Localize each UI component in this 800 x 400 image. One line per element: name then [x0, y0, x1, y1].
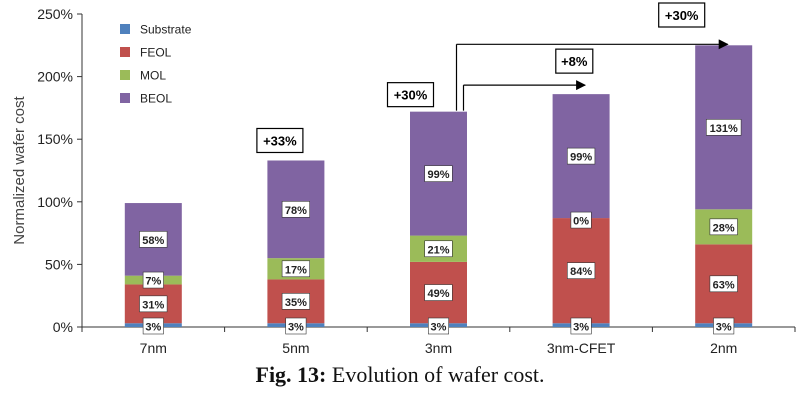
data-label-box [142, 317, 164, 335]
data-label-box [570, 211, 592, 229]
data-label: 58% [142, 235, 164, 247]
data-label: 99% [427, 169, 449, 181]
legend-swatch-feol [120, 47, 130, 57]
annotation-label: +8% [561, 54, 588, 69]
data-label-box [566, 262, 596, 279]
data-label: 31% [142, 299, 164, 311]
annotation-label: +33% [263, 133, 297, 148]
caption-prefix: Fig. 13: [255, 362, 327, 387]
legend-label: Substrate [140, 23, 192, 37]
annotation-box [386, 82, 435, 108]
y-axis-label: Normalized wafer cost [11, 95, 28, 244]
data-label-box [139, 231, 168, 248]
bars: 3% 31% 7% 58% 3% 35% 17% 78% 3% 49% 21% 99% 3% 84% 0% 9… [124, 45, 753, 335]
data-label-box [281, 260, 311, 278]
data-label: 3% [573, 322, 589, 334]
annotation-box [256, 127, 304, 154]
data-label-box [713, 317, 735, 335]
data-label: 3% [431, 322, 447, 334]
legend-label: MOL [140, 69, 166, 83]
data-label: 3% [288, 322, 304, 334]
data-label: 35% [285, 297, 307, 309]
data-label: 28% [713, 222, 735, 234]
data-label-box [281, 293, 311, 310]
y-tick-label: 250% [37, 6, 73, 22]
axes: 0% 50% 100% 150% 200% 250% 7nm 5nm 3nm 3nm-CFET 2n… [11, 6, 796, 356]
data-label: 99% [570, 152, 592, 164]
x-tick-label: 3nm-CFET [547, 340, 616, 356]
y-tick-label: 100% [37, 194, 73, 210]
annotation-label: +30% [394, 88, 428, 103]
data-label: 84% [570, 266, 592, 278]
data-label-box [424, 284, 453, 301]
legend: Substrate FEOL MOL BEOL [120, 23, 192, 106]
data-label-box [427, 317, 449, 335]
data-label: 78% [285, 205, 307, 217]
data-label-box [424, 165, 453, 182]
y-tick-label: 0% [53, 319, 73, 335]
data-label: 63% [713, 279, 735, 291]
data-label-box [709, 275, 738, 293]
caption-text: Evolution of wafer cost. [326, 362, 545, 387]
legend-swatch-mol [120, 70, 130, 80]
annotation-label: +30% [665, 8, 699, 23]
data-label-box [709, 218, 738, 236]
data-label-box [705, 119, 742, 136]
data-label: 131% [710, 123, 738, 135]
x-tick-label: 7nm [140, 340, 167, 356]
y-tick-label: 150% [37, 131, 73, 147]
legend-swatch-beol [120, 93, 130, 103]
data-label: 17% [285, 264, 307, 276]
data-label-box [566, 147, 596, 165]
x-tick-label: 5nm [282, 340, 309, 356]
data-label-box [424, 240, 453, 258]
data-label-box [285, 317, 307, 335]
annotation-box [658, 2, 706, 28]
data-label-box [570, 317, 592, 335]
legend-label: FEOL [140, 46, 172, 60]
data-label: 3% [716, 322, 732, 334]
data-label-box [142, 271, 164, 289]
annotations: +33% +30% +8% +30% [256, 2, 729, 154]
legend-label: BEOL [140, 92, 172, 106]
chart: 0% 50% 100% 150% 200% 250% 7nm 5nm 3nm 3nm-CFET 2n… [11, 2, 796, 356]
y-tick-label: 200% [37, 69, 73, 85]
data-label: 21% [427, 244, 449, 256]
data-label: 7% [145, 276, 161, 288]
x-tick-label: 3nm [425, 340, 452, 356]
annotation-box [555, 48, 594, 74]
figure-caption: Fig. 13: Evolution of wafer cost. [0, 362, 800, 388]
y-tick-label: 50% [45, 256, 73, 272]
data-label: 0% [573, 216, 589, 228]
data-label: 49% [427, 288, 449, 300]
data-label: 3% [145, 322, 161, 334]
data-label-box [281, 201, 311, 218]
x-tick-label: 2nm [710, 340, 737, 356]
legend-swatch-substrate [120, 24, 130, 34]
data-label-box [139, 295, 168, 313]
